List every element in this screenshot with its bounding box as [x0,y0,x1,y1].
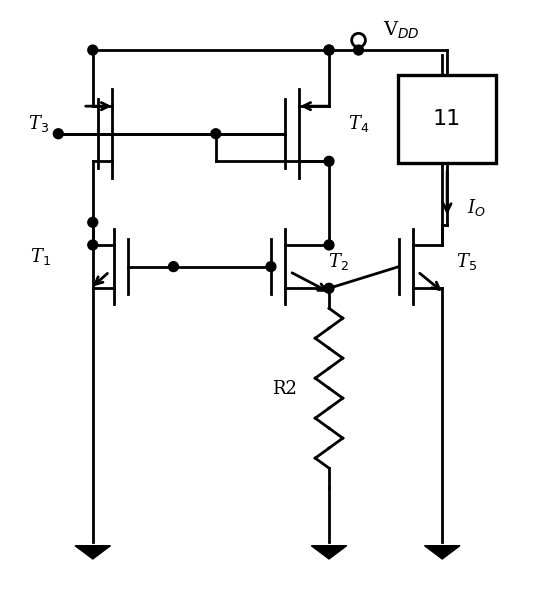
Circle shape [324,284,334,293]
Text: T$_2$: T$_2$ [328,251,349,272]
Bar [398,75,496,163]
Circle shape [168,262,179,271]
Text: T$_1$: T$_1$ [30,246,51,267]
Circle shape [88,218,98,227]
Circle shape [266,262,276,271]
Circle shape [88,240,98,250]
Text: T$_3$: T$_3$ [28,114,49,134]
Polygon shape [424,546,460,559]
Circle shape [53,129,63,139]
Text: V$_{DD}$: V$_{DD}$ [383,20,420,41]
Circle shape [324,240,334,250]
Circle shape [324,45,334,55]
Circle shape [353,45,364,55]
Text: T$_5$: T$_5$ [456,251,478,272]
Text: R2: R2 [272,379,297,398]
Circle shape [324,156,334,166]
Circle shape [324,45,334,55]
Text: T$_4$: T$_4$ [348,114,369,134]
Circle shape [211,129,221,139]
Text: I$_O$: I$_O$ [467,197,486,218]
Text: 11: 11 [433,109,461,129]
Polygon shape [75,546,110,559]
Circle shape [88,45,98,55]
Polygon shape [311,546,347,559]
